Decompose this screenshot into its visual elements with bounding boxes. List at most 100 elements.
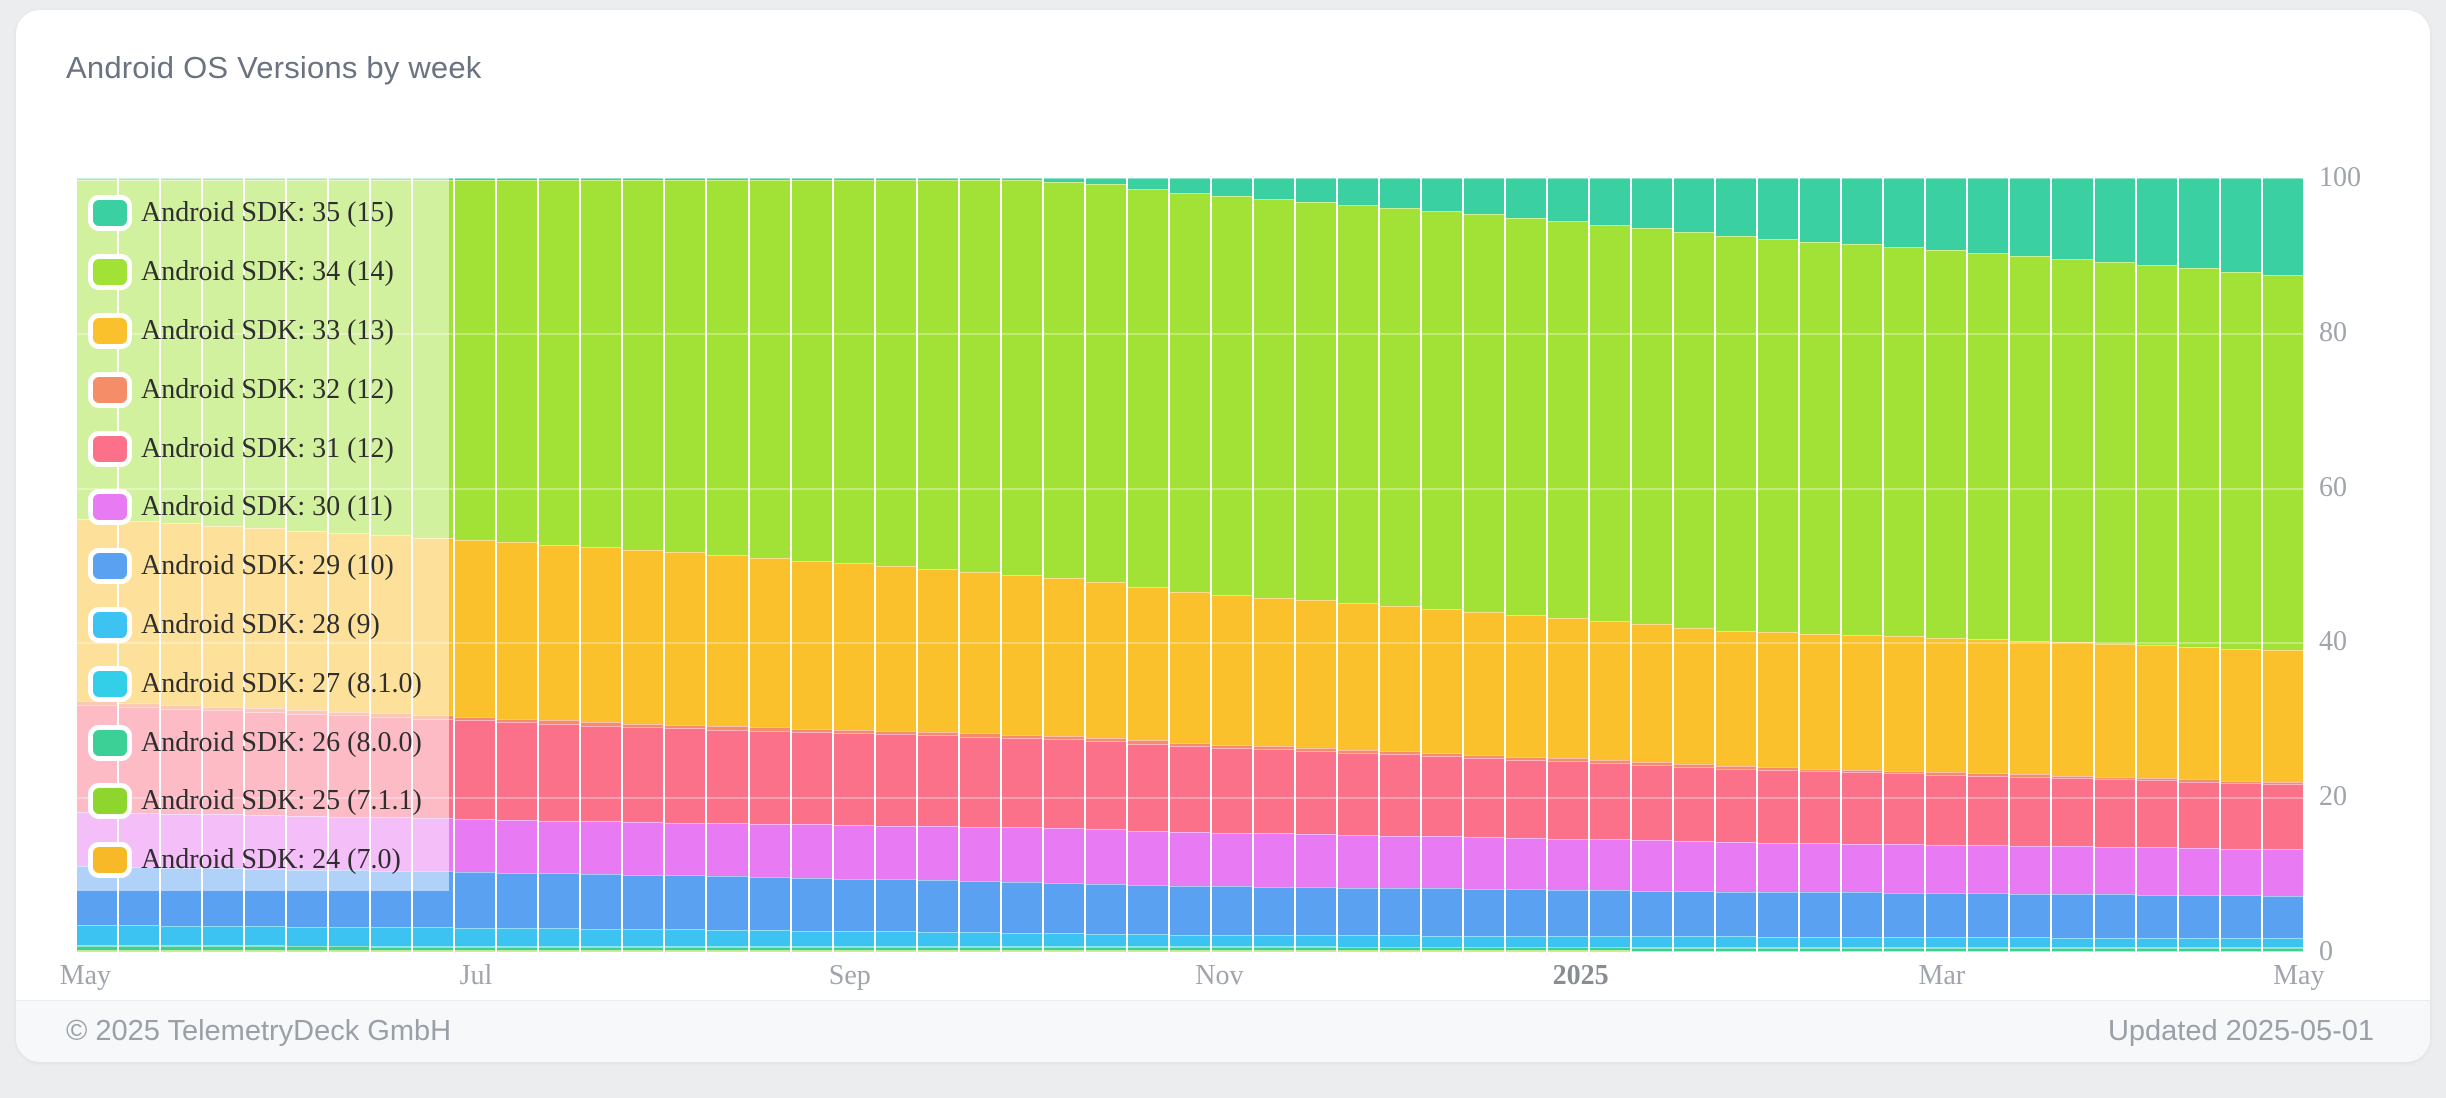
bar-segment-sdk-33[interactable] (2010, 640, 2051, 775)
bar-segment-sdk-33[interactable] (1085, 582, 1126, 738)
bar-segment-sdk-33[interactable] (1968, 639, 2009, 774)
bar-segment-sdk-28[interactable] (2178, 937, 2219, 948)
bar-segment-sdk-29[interactable] (1842, 892, 1883, 937)
bar-segment-sdk-29[interactable] (1085, 883, 1126, 934)
bar-segment-sdk-34[interactable] (1800, 241, 1841, 634)
bar-segment-sdk-31[interactable] (749, 730, 790, 824)
bar-segment-sdk-35[interactable] (1716, 178, 1757, 237)
bar-segment-sdk-34[interactable] (2178, 268, 2219, 647)
bar-segment-sdk-28[interactable] (2262, 938, 2303, 948)
bar-segment-sdk-25[interactable] (1337, 950, 1378, 952)
bar-segment-sdk-26[interactable] (287, 946, 328, 951)
bar-week-34[interactable] (1506, 178, 1547, 952)
bar-segment-sdk-34[interactable] (1842, 244, 1883, 636)
bar-segment-sdk-30[interactable] (2094, 846, 2135, 895)
bar-segment-sdk-27[interactable] (497, 945, 538, 947)
bar-segment-sdk-31[interactable] (2220, 782, 2261, 849)
bar-segment-sdk-31[interactable] (2262, 784, 2303, 850)
bar-segment-sdk-24[interactable] (287, 951, 328, 952)
bar-segment-sdk-26[interactable] (371, 946, 412, 951)
bar-segment-sdk-31[interactable] (1674, 767, 1715, 842)
bar-segment-sdk-24[interactable] (413, 951, 454, 952)
bar-segment-sdk-29[interactable] (623, 874, 664, 929)
bar-segment-sdk-24[interactable] (1758, 951, 1799, 952)
bar-segment-sdk-25[interactable] (1464, 950, 1505, 952)
bar-segment-sdk-27[interactable] (791, 946, 832, 947)
bar-segment-sdk-35[interactable] (1295, 178, 1336, 203)
bar-segment-sdk-29[interactable] (833, 878, 874, 931)
bar-segment-sdk-28[interactable] (1085, 933, 1126, 947)
bar-segment-sdk-33[interactable] (1506, 614, 1547, 757)
bar-segment-sdk-27[interactable] (1127, 946, 1168, 948)
bar-week-52[interactable] (2262, 178, 2303, 952)
bar-segment-sdk-25[interactable] (1968, 950, 2009, 952)
bar-segment-sdk-33[interactable] (455, 540, 496, 717)
bar-segment-sdk-35[interactable] (707, 178, 748, 180)
bar-segment-sdk-24[interactable] (1548, 951, 1589, 952)
bar-segment-sdk-34[interactable] (1926, 250, 1967, 638)
bar-segment-sdk-31[interactable] (917, 735, 958, 827)
bar-segment-sdk-30[interactable] (1379, 835, 1420, 889)
bar-segment-sdk-28[interactable] (119, 925, 160, 946)
bar-segment-sdk-28[interactable] (1548, 935, 1589, 947)
bar-segment-sdk-31[interactable] (1758, 770, 1799, 843)
bar-segment-sdk-30[interactable] (539, 820, 580, 874)
bar-segment-sdk-26[interactable] (539, 946, 580, 951)
bar-segment-sdk-27[interactable] (1590, 946, 1631, 948)
bar-segment-sdk-32[interactable] (1001, 734, 1042, 738)
bar-segment-sdk-34[interactable] (1169, 193, 1210, 592)
bar-segment-sdk-24[interactable] (1968, 951, 2009, 952)
bar-segment-sdk-29[interactable] (1800, 892, 1841, 937)
bar-segment-sdk-35[interactable] (1674, 178, 1715, 233)
bar-segment-sdk-29[interactable] (1379, 888, 1420, 936)
bar-segment-sdk-27[interactable] (1043, 946, 1084, 947)
bar-segment-sdk-25[interactable] (1842, 950, 1883, 952)
bar-segment-sdk-27[interactable] (1169, 946, 1210, 948)
bar-segment-sdk-35[interactable] (581, 178, 622, 180)
bar-segment-sdk-33[interactable] (1295, 600, 1336, 748)
bar-segment-sdk-33[interactable] (1043, 578, 1084, 737)
bar-segment-sdk-34[interactable] (707, 179, 748, 556)
bar-segment-sdk-32[interactable] (791, 728, 832, 732)
bar-segment-sdk-34[interactable] (581, 179, 622, 548)
bar-segment-sdk-33[interactable] (875, 566, 916, 731)
bar-segment-sdk-35[interactable] (2262, 178, 2303, 275)
bar-segment-sdk-26[interactable] (1632, 947, 1673, 951)
bar-segment-sdk-32[interactable] (1548, 758, 1589, 762)
bar-segment-sdk-27[interactable] (1337, 946, 1378, 948)
bar-week-23[interactable] (1043, 178, 1084, 952)
bar-segment-sdk-25[interactable] (1379, 950, 1420, 952)
bar-segment-sdk-34[interactable] (2136, 265, 2177, 646)
bar-segment-sdk-29[interactable] (959, 880, 1000, 933)
bar-segment-sdk-30[interactable] (1968, 845, 2009, 894)
bar-week-31[interactable] (1379, 178, 1420, 952)
bar-segment-sdk-27[interactable] (581, 945, 622, 947)
bar-segment-sdk-25[interactable] (2094, 950, 2135, 952)
bar-segment-sdk-34[interactable] (2262, 274, 2303, 651)
bar-segment-sdk-29[interactable] (1001, 881, 1042, 933)
bar-segment-sdk-35[interactable] (1926, 178, 1967, 251)
bar-segment-sdk-33[interactable] (1169, 591, 1210, 743)
bar-segment-sdk-35[interactable] (1800, 178, 1841, 242)
bar-segment-sdk-26[interactable] (707, 946, 748, 951)
bar-segment-sdk-33[interactable] (1379, 606, 1420, 752)
bar-segment-sdk-24[interactable] (2094, 951, 2135, 952)
bar-segment-sdk-28[interactable] (2094, 937, 2135, 948)
bar-week-50[interactable] (2178, 178, 2219, 952)
bar-segment-sdk-25[interactable] (959, 950, 1000, 952)
bar-segment-sdk-27[interactable] (2178, 947, 2219, 948)
bar-segment-sdk-26[interactable] (2052, 947, 2093, 951)
bar-segment-sdk-26[interactable] (1716, 947, 1757, 951)
bar-segment-sdk-25[interactable] (245, 950, 286, 951)
bar-segment-sdk-28[interactable] (623, 928, 664, 946)
bar-segment-sdk-28[interactable] (1842, 936, 1883, 948)
bar-segment-sdk-30[interactable] (1001, 827, 1042, 882)
bar-segment-sdk-24[interactable] (623, 951, 664, 952)
bar-segment-sdk-26[interactable] (1506, 947, 1547, 951)
bar-segment-sdk-33[interactable] (1926, 637, 1967, 772)
bar-segment-sdk-32[interactable] (707, 726, 748, 730)
bar-segment-sdk-35[interactable] (959, 178, 1000, 181)
bar-segment-sdk-26[interactable] (203, 946, 244, 951)
bar-segment-sdk-25[interactable] (2262, 950, 2303, 952)
bar-segment-sdk-31[interactable] (2052, 778, 2093, 847)
